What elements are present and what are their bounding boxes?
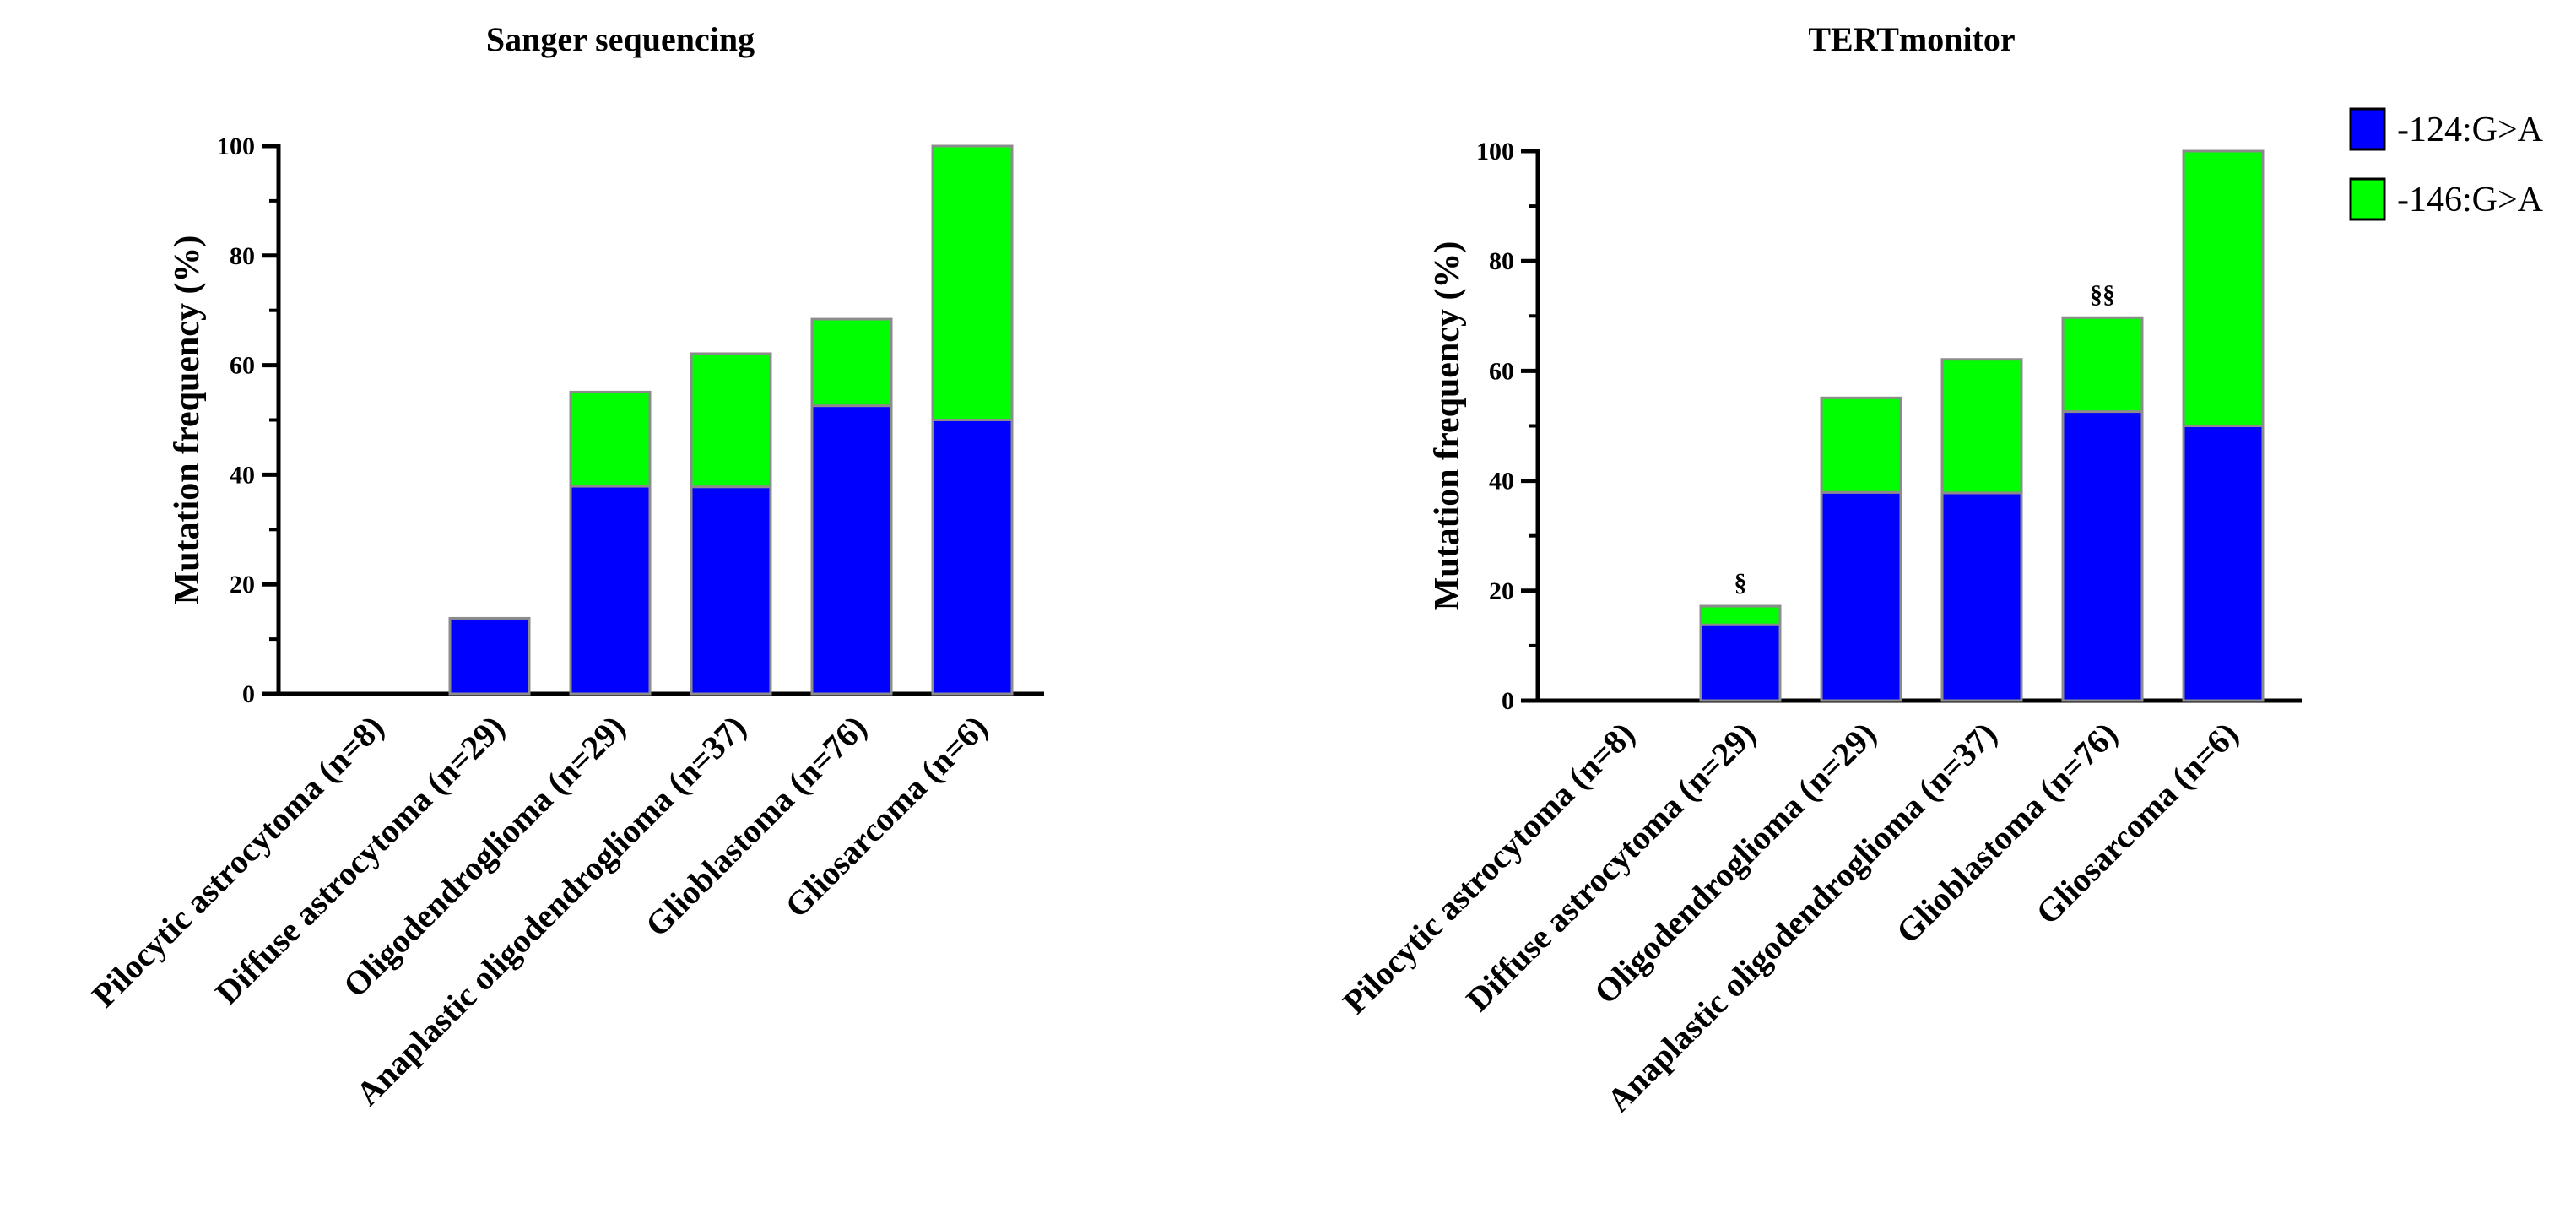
chart-sanger-sequencing: Sanger sequencing Mutation frequency (%) 0… [84, 20, 1044, 1113]
legend-swatch [2349, 177, 2386, 221]
bar-segment [569, 390, 652, 488]
legend-label: -124:G>A [2397, 111, 2544, 149]
bar-segment [2182, 149, 2265, 427]
bar-segment [1820, 396, 1902, 494]
x-tick-label: Glioblastoma (n=76) [638, 708, 874, 945]
x-tick-label: Gliosarcoma (n=6) [2028, 715, 2245, 932]
significance-annotation: §§ [2090, 280, 2115, 308]
legend-swatch [2349, 107, 2386, 151]
y-tick-label: 0 [1502, 687, 1514, 715]
bar-segment [448, 616, 531, 696]
y-tick-label: 20 [230, 571, 255, 598]
legend: -124:G>A -146:G>A [2349, 107, 2544, 221]
chart-title: Sanger sequencing [486, 20, 755, 58]
bar-segment [1820, 490, 1902, 702]
bar-segment [1940, 358, 2023, 495]
y-axis-label: Mutation frequency (%) [168, 236, 207, 605]
y-tick-label: 80 [1489, 247, 1514, 275]
bar-segment [1699, 623, 1782, 702]
y-tick-label: 40 [1489, 468, 1514, 495]
x-tick-label: Glioblastoma (n=76) [1889, 715, 2125, 951]
y-tick-label: 40 [230, 461, 255, 489]
significance-annotation: § [1734, 569, 1747, 597]
bar-segment [931, 419, 1014, 696]
y-tick-label: 60 [230, 352, 255, 380]
bar-segment [1940, 491, 2023, 702]
y-tick-label: 0 [242, 680, 255, 708]
bar-segment [569, 485, 652, 696]
bar-segment [2061, 316, 2144, 414]
y-tick-label: 100 [217, 133, 255, 160]
bar-segment [810, 317, 893, 408]
y-tick-label: 20 [1489, 577, 1514, 605]
bar-segment [810, 404, 893, 696]
chart-tertmonitor: TERTmonitor Mutation frequency (%) 0 20 40 60… [1335, 20, 2302, 1119]
bar-segment [931, 144, 1014, 421]
y-axis-label: Mutation frequency (%) [1428, 241, 1467, 611]
chart-title: TERTmonitor [1808, 20, 2015, 58]
bar-segment [2061, 410, 2144, 702]
y-tick-label: 80 [230, 242, 255, 270]
bar-segment [1699, 604, 1782, 626]
bar-segment [690, 485, 772, 696]
y-tick-label: 60 [1489, 357, 1514, 385]
bar-segment [690, 352, 772, 489]
legend-label: -146:G>A [2397, 181, 2544, 219]
y-tick-label: 100 [1476, 138, 1514, 165]
x-tick-label: Gliosarcoma (n=6) [777, 708, 994, 925]
bar-segment [2182, 425, 2265, 702]
